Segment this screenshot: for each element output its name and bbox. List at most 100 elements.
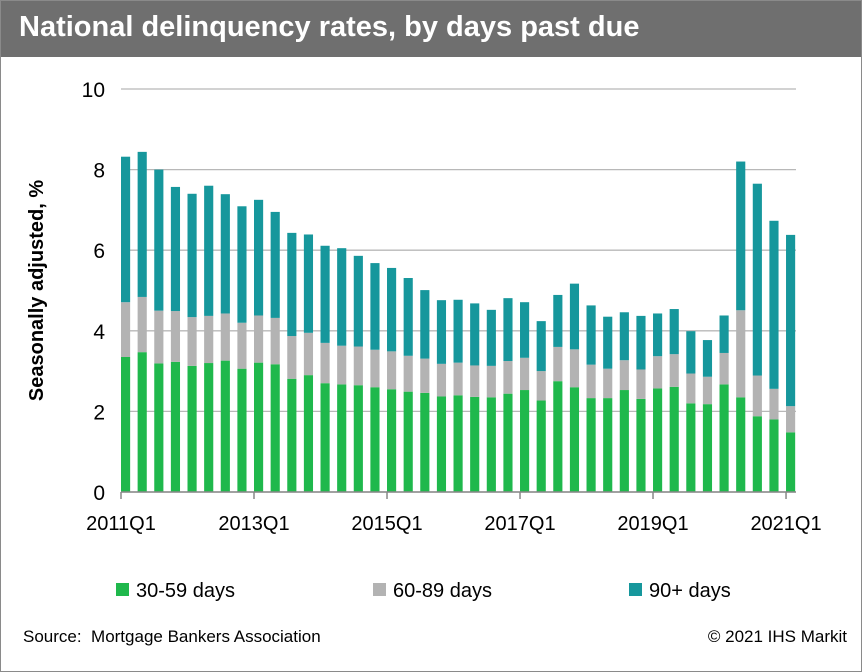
bar-segment	[220, 360, 230, 492]
bar-segment	[470, 396, 480, 492]
bar-segment	[287, 378, 297, 492]
x-tick-label: 2011Q1	[86, 513, 156, 535]
title-bar: National delinquency rates, by days past…	[1, 1, 861, 57]
x-tick-label: 2017Q1	[484, 513, 555, 535]
bar-segment	[187, 365, 197, 492]
x-tick-label: 2021Q1	[750, 513, 821, 535]
x-tick-label: 2015Q1	[351, 513, 422, 535]
bar-segment	[470, 365, 480, 397]
bar-segment	[337, 345, 347, 385]
bar-segment	[586, 398, 596, 492]
bar-segment	[486, 309, 496, 366]
bar-segment	[453, 299, 463, 363]
bar-segment	[486, 397, 496, 492]
bar-segment	[636, 369, 646, 399]
bar-segment	[686, 373, 696, 404]
bar-segment	[436, 396, 447, 492]
bar-segment	[170, 361, 181, 492]
bar-segment	[337, 248, 347, 346]
bar-segment	[569, 349, 580, 388]
legend-label: 90+ days	[649, 580, 731, 602]
bar-segment	[204, 363, 214, 492]
bar-segment	[752, 375, 762, 417]
legend-swatch	[116, 583, 129, 596]
bar-segment	[303, 375, 314, 492]
bar-segment	[653, 313, 663, 357]
bar-segment	[270, 317, 280, 365]
bar-segment	[752, 183, 762, 376]
copyright-note: © 2021 IHS Markit	[707, 627, 847, 646]
chart-title: National delinquency rates, by days past…	[19, 11, 640, 43]
bar-segment	[187, 317, 197, 366]
bar-segment	[270, 364, 280, 492]
bar-segment	[436, 363, 447, 397]
bar-segment	[786, 406, 796, 433]
bar-segment	[387, 267, 397, 352]
bar-segment	[420, 290, 430, 359]
bar-segment	[702, 376, 713, 405]
bar-segment	[370, 349, 380, 388]
bar-segment	[603, 368, 613, 399]
bar-segment	[769, 419, 779, 492]
bar-segment	[287, 232, 297, 337]
x-tick-label: 2019Q1	[617, 513, 688, 535]
bar-segment	[387, 351, 397, 390]
bar-segment	[736, 397, 746, 492]
x-tick-label: 2013Q1	[218, 513, 289, 535]
bar-segment	[320, 342, 330, 384]
bar-segment	[569, 387, 580, 492]
bar-segment	[303, 234, 314, 333]
bar-segment	[752, 416, 762, 492]
stacked-bar-chart: 0 2 4 6 8 10 Seasonally adjusted, % 2011Q1 2013Q…	[26, 79, 822, 602]
bar-segment	[669, 309, 679, 355]
bar-segment	[653, 356, 663, 389]
bar-segment	[719, 352, 729, 385]
bar-segment	[536, 400, 546, 492]
bar-segment	[536, 371, 546, 401]
bar-segment	[719, 384, 729, 492]
bar-segment	[486, 365, 496, 398]
bar-segment	[553, 346, 563, 382]
bar-segment	[403, 391, 413, 492]
bar-segment	[403, 278, 413, 356]
bar-segment	[237, 368, 247, 492]
bar-segment	[237, 206, 247, 323]
bar-segment	[470, 303, 480, 366]
bar-segment	[786, 432, 796, 492]
bar-segment	[154, 363, 164, 492]
source-note: Source: Mortgage Bankers Association	[23, 627, 321, 646]
bar-segment	[553, 294, 563, 347]
bar-segment	[121, 156, 131, 303]
bar-segment	[669, 354, 679, 387]
bar-segment	[254, 315, 264, 363]
bar-segment	[137, 352, 147, 492]
y-tick-label: 8	[93, 160, 105, 183]
bar-segment	[154, 310, 164, 364]
legend-label: 60-89 days	[393, 580, 492, 602]
bar-segment	[370, 263, 380, 350]
legend-swatch	[373, 583, 386, 596]
bar-segment	[586, 305, 596, 365]
legend-swatch	[629, 583, 642, 596]
bar-segment	[320, 245, 330, 343]
bar-segment	[353, 255, 363, 347]
bar-segment	[619, 312, 629, 361]
bar-segment	[702, 404, 713, 492]
bar-segment	[170, 311, 181, 362]
bar-segment	[137, 151, 147, 297]
bar-segment	[220, 194, 230, 314]
bar-segment	[187, 193, 197, 318]
y-tick-label: 6	[93, 240, 105, 263]
bar-segment	[137, 296, 147, 353]
y-tick-label: 10	[82, 79, 105, 102]
bar-segment	[553, 381, 563, 492]
bar-segment	[237, 322, 247, 369]
bar-segment	[536, 321, 546, 372]
bar-segment	[586, 364, 596, 399]
bar-segment	[320, 383, 330, 492]
bar-segment	[669, 386, 679, 492]
y-tick-label: 4	[93, 321, 105, 344]
y-tick-label: 2	[93, 401, 105, 424]
bar-segment	[453, 395, 463, 492]
